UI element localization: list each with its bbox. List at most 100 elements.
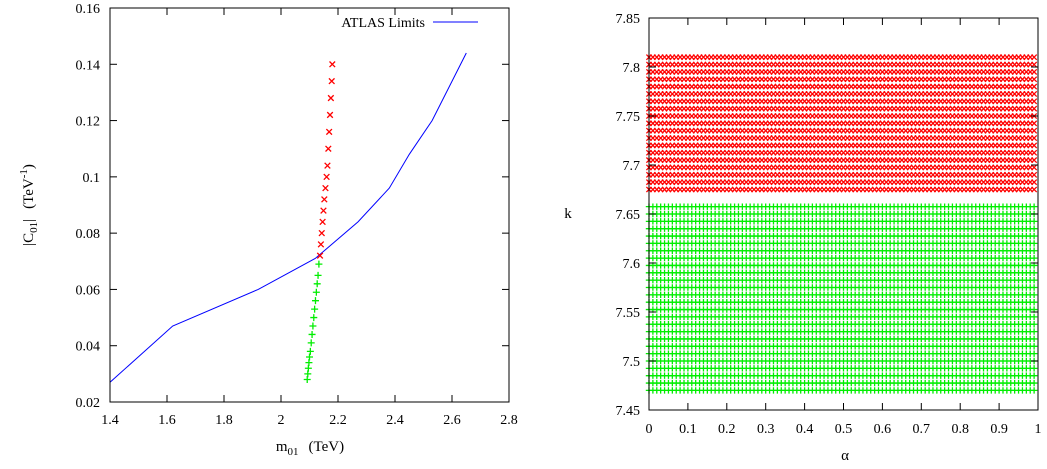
green-plus-point (1030, 328, 1038, 335)
red-x-point (1031, 171, 1038, 178)
right-x-axis-label: α (841, 448, 849, 464)
green-plus-point (306, 353, 313, 361)
green-plus-point (1030, 247, 1038, 254)
left-chart-ticks: 1.4 1.6 1.8 2 2.2 2.4 2.6 2.8 0.02 0.04 0.06 0.08 0.… (76, 2, 518, 428)
y-tick-label: 7.55 (616, 306, 641, 321)
green-plus-point (1030, 276, 1038, 284)
green-plus-point (1030, 335, 1038, 343)
x-tick-label: 1.4 (101, 413, 119, 428)
red-x-point (317, 241, 325, 248)
y-tick-label: 7.85 (616, 12, 641, 27)
x-tick-label: 0.7 (913, 422, 931, 437)
green-plus-point (1030, 313, 1038, 321)
green-plus-point (1030, 321, 1038, 328)
green-plus-point (311, 297, 319, 305)
red-x-point (323, 173, 330, 181)
y-tick-label: 0.02 (76, 396, 101, 411)
right-y-axis-label: k (564, 206, 572, 222)
red-x-point (1031, 83, 1038, 90)
green-plus-point (1030, 225, 1038, 232)
right-chart: 0 0.1 0.2 0.3 0.4 0.5 0.6 0.7 0.8 0.9 17.457.57.55… (564, 12, 1041, 464)
y-tick-label: 7.6 (623, 257, 641, 272)
green-plus-point (1030, 372, 1038, 379)
green-plus-point (1030, 232, 1038, 240)
x-tick-label: 2.6 (443, 413, 461, 428)
red-x-point (326, 111, 334, 119)
red-x-point (325, 145, 332, 152)
left-chart-marks (109, 52, 467, 383)
red-x-point (325, 128, 333, 136)
y-tick-label: 0.06 (76, 283, 101, 298)
y-tick-label: 7.5 (623, 355, 641, 370)
x-tick-label: 1 (1035, 422, 1042, 437)
red-x-point (329, 61, 336, 68)
x-tick-label: 0.9 (990, 422, 1008, 437)
red-x-point (318, 229, 326, 237)
x-tick-label: 1.6 (158, 413, 176, 428)
y-tick-label: 7.8 (623, 61, 641, 76)
left-x-axis-label: m01 (TeV) (276, 439, 344, 458)
right-chart-marks (645, 54, 1038, 394)
red-x-point (328, 77, 335, 85)
green-plus-point (1030, 284, 1038, 291)
red-x-point (1031, 90, 1038, 98)
y-tick-label: 0.12 (76, 115, 101, 130)
green-plus-point (307, 339, 315, 347)
green-plus-point (1030, 387, 1038, 394)
red-x-point (1031, 164, 1038, 171)
red-x-point (319, 218, 326, 226)
red-x-point (1031, 127, 1038, 134)
y-tick-label: 7.45 (616, 404, 641, 419)
green-plus-point (310, 314, 318, 322)
green-plus-point (311, 305, 319, 313)
green-plus-point (309, 322, 317, 330)
red-x-point (320, 207, 327, 214)
green-plus-point (1030, 299, 1038, 306)
x-tick-label: 0.3 (757, 422, 775, 437)
y-tick-label: 0.08 (76, 227, 101, 242)
green-plus-point (1030, 350, 1038, 357)
green-plus-point (314, 271, 322, 279)
x-tick-label: 0.5 (835, 422, 853, 437)
x-tick-label: 0.6 (874, 422, 892, 437)
red-x-point (316, 252, 324, 259)
red-x-point (1031, 61, 1038, 68)
red-x-point (1031, 68, 1038, 75)
red-x-point (327, 94, 335, 102)
green-plus-point (1030, 379, 1038, 387)
x-tick-label: 2.4 (386, 413, 404, 428)
green-plus-point (1030, 343, 1038, 350)
x-tick-label: 0.2 (718, 422, 736, 437)
red-x-point (1031, 134, 1038, 142)
red-x-point (1031, 157, 1038, 164)
y-tick-label: 7.65 (616, 208, 641, 223)
green-plus-point (313, 280, 321, 288)
atlas-limits-line (109, 52, 467, 383)
red-x-point (1031, 105, 1038, 112)
red-x-point (1031, 186, 1038, 193)
legend-label-atlas-limits: ATLAS Limits (341, 16, 425, 31)
left-y-axis-label: |C01|(TeV-1) (18, 164, 40, 246)
x-tick-label: 1.8 (215, 413, 233, 428)
green-plus-point (312, 288, 320, 296)
green-plus-point (1030, 291, 1038, 299)
left-chart-frame (109, 7, 510, 403)
red-x-point (324, 162, 331, 169)
x-tick-label: 2.8 (500, 413, 518, 428)
left-chart: 1.4 1.6 1.8 2 2.2 2.4 2.6 2.8 0.02 0.04 0.06 0.08 0.… (18, 2, 518, 458)
red-x-point (1031, 54, 1038, 61)
legend: ATLAS Limits (341, 16, 478, 31)
green-plus-point (1030, 254, 1038, 262)
y-tick-label: 7.75 (616, 110, 641, 125)
y-tick-label: 0.14 (76, 58, 101, 73)
x-tick-label: 0.4 (796, 422, 814, 437)
x-tick-label: 2.2 (329, 413, 347, 428)
x-tick-label: 0.1 (679, 422, 697, 437)
green-plus-point (306, 347, 314, 355)
red-x-point (1031, 76, 1038, 83)
x-tick-label: 0.8 (951, 422, 969, 437)
y-tick-label: 0.04 (76, 340, 101, 355)
red-x-point (1031, 179, 1038, 186)
x-tick-label: 2 (278, 413, 285, 428)
